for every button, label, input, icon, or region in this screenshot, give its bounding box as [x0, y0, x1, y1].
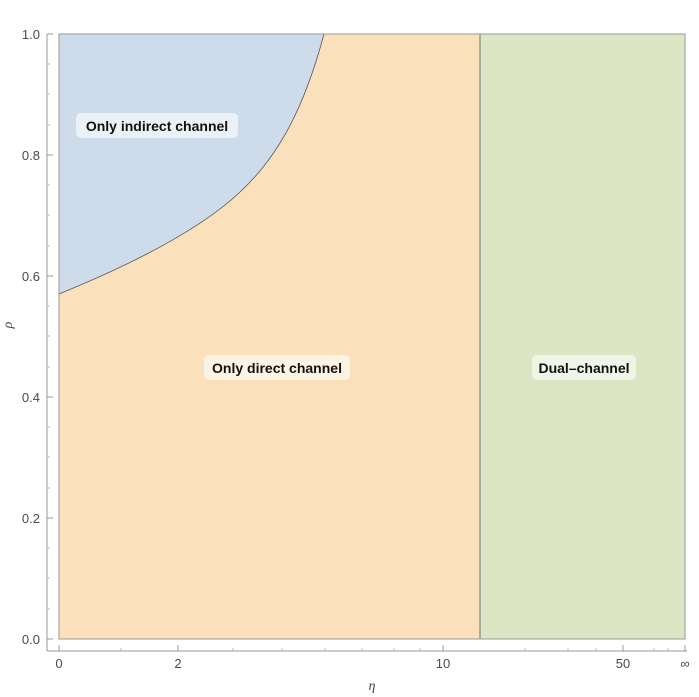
label-background: [76, 113, 238, 138]
x-axis-label: η: [369, 679, 376, 694]
label-background: [532, 355, 636, 380]
y-tick-label: 0.2: [22, 511, 40, 526]
y-tick-label: 0.4: [22, 390, 40, 405]
x-tick-label: ∞: [680, 656, 689, 671]
y-tick-label: 1.0: [22, 27, 40, 42]
region-label-dual-group: Dual–channel: [532, 355, 636, 380]
y-axis-label: ρ: [1, 321, 16, 329]
x-tick-label: 0: [55, 656, 62, 671]
x-tick-label: 50: [616, 656, 630, 671]
y-tick-labels: 0.0 0.2 0.4 0.6 0.8 1.0: [22, 27, 40, 647]
y-tick-label: 0.6: [22, 269, 40, 284]
x-tick-labels: 0 2 10 50 ∞: [55, 656, 689, 671]
region-label-direct: Only direct channel: [212, 360, 342, 376]
region-only-indirect: [59, 34, 324, 294]
y-tick-label: 0.0: [22, 632, 40, 647]
x-tick-label: 10: [436, 656, 450, 671]
region-label-direct-group: Only direct channel: [204, 355, 350, 380]
label-background: [204, 355, 350, 380]
y-ticks: [47, 33, 53, 640]
x-ticks: [58, 645, 686, 651]
region-label-indirect: Only indirect channel: [86, 118, 228, 134]
plot-frame: [58, 33, 686, 640]
region-label-dual: Dual–channel: [538, 360, 629, 376]
x-tick-label: 2: [174, 656, 181, 671]
region-dual-channel: [480, 34, 685, 639]
region-label-indirect-group: Only indirect channel: [76, 113, 238, 138]
boundary-curve: [58, 33, 325, 295]
y-tick-label: 0.8: [22, 148, 40, 163]
plot-area: [58, 33, 686, 640]
